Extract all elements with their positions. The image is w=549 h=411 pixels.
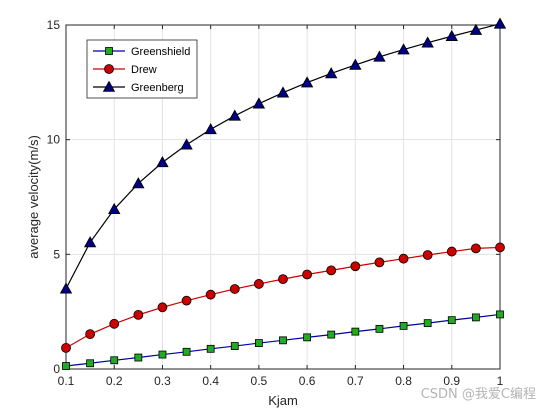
data-point-drew: [181, 295, 192, 306]
data-point-drew: [229, 284, 240, 294]
data-point-greenshield: [496, 310, 504, 319]
data-point-greenberg: [252, 97, 266, 109]
legend-item-drew: Drew: [93, 64, 157, 76]
data-point-drew: [302, 269, 313, 280]
data-point-greenberg: [156, 156, 169, 168]
data-point-greenshield: [399, 321, 408, 330]
data-point-greenshield: [423, 319, 432, 328]
x-axis-label: Kjam: [268, 393, 298, 408]
data-point-drew: [374, 257, 385, 268]
series: [59, 17, 507, 370]
y-tick-label: 0: [53, 362, 60, 376]
x-tick-label: 0.2: [106, 374, 123, 388]
data-point-greenberg: [83, 236, 97, 248]
data-point-drew: [253, 279, 264, 289]
y-axis-label: average velocity(m/s): [26, 135, 41, 259]
data-point-drew: [278, 274, 288, 285]
data-point-greenberg: [59, 282, 73, 294]
x-tick-label: 0.8: [395, 374, 412, 388]
data-point-greenberg: [373, 50, 386, 62]
data-point-greenberg: [445, 29, 458, 42]
data-point-greenshield: [279, 336, 287, 345]
data-point-greenberg: [132, 177, 145, 189]
series-greenshield: [62, 310, 504, 370]
data-point-drew: [205, 289, 216, 300]
data-point-greenshield: [254, 339, 263, 347]
legend-item-greenberg: Greenberg: [93, 80, 184, 94]
data-point-greenberg: [276, 86, 290, 98]
x-tick-label: 0.7: [347, 374, 364, 388]
data-point-greenshield: [230, 342, 239, 350]
y-tick-label: 5: [53, 247, 60, 261]
data-point-drew: [350, 261, 361, 272]
legend-label: Greenshield: [131, 46, 190, 58]
data-point-greenberg: [180, 138, 193, 150]
legend-marker: [105, 47, 113, 55]
series-drew: [61, 242, 505, 353]
data-point-greenshield: [206, 344, 215, 353]
data-point-greenshield: [351, 327, 360, 336]
data-point-greenberg: [300, 76, 314, 88]
data-point-greenshield: [447, 316, 456, 325]
x-tick-label: 0.5: [251, 374, 268, 388]
data-point-drew: [326, 265, 337, 276]
data-point-greenshield: [327, 330, 336, 339]
data-point-greenberg: [397, 43, 410, 55]
data-point-greenberg: [108, 202, 121, 214]
y-tick-label: 15: [47, 18, 61, 32]
data-point-greenshield: [62, 362, 70, 370]
data-point-drew: [446, 246, 457, 257]
data-point-drew: [109, 318, 120, 329]
data-point-greenberg: [349, 58, 362, 70]
data-point-drew: [157, 302, 168, 313]
legend: Greenshield Drew Greenberg: [86, 39, 198, 99]
data-point-drew: [470, 243, 481, 254]
data-point-drew: [398, 253, 409, 264]
data-point-greenberg: [325, 67, 338, 79]
x-tick-label: 0.9: [443, 374, 460, 388]
data-point-greenshield: [375, 324, 384, 333]
data-point-greenberg: [204, 123, 217, 135]
x-tick-label: 1: [497, 374, 504, 388]
data-point-drew: [61, 343, 71, 353]
x-tick-label: 0.3: [154, 374, 171, 388]
legend-marker: [104, 64, 114, 74]
y-tick-label: 10: [47, 133, 61, 147]
data-point-greenshield: [303, 333, 312, 342]
legend-item-greenshield: Greenshield: [93, 46, 190, 58]
data-point-greenshield: [182, 347, 191, 356]
data-point-greenshield: [134, 353, 143, 362]
legend-label: Drew: [131, 64, 157, 76]
data-point-greenberg: [421, 36, 434, 48]
x-tick-label: 0.6: [299, 374, 316, 388]
data-point-greenshield: [158, 350, 167, 359]
data-point-greenshield: [471, 313, 480, 322]
plot-frame: [65, 24, 501, 370]
data-point-drew: [495, 242, 505, 253]
data-point-greenberg: [493, 17, 507, 29]
legend-marker: [102, 80, 116, 92]
data-point-drew: [133, 309, 144, 320]
x-tick-label: 0.1: [58, 374, 75, 388]
watermark: CSDN @我爱C编程: [421, 387, 536, 402]
data-point-greenshield: [86, 359, 95, 368]
data-point-greenberg: [228, 109, 241, 121]
data-point-greenberg: [469, 23, 483, 35]
data-point-greenshield: [110, 356, 119, 365]
legend-label: Greenberg: [131, 82, 184, 94]
data-point-drew: [422, 250, 433, 260]
data-point-drew: [85, 329, 96, 340]
series-greenberg: [59, 17, 507, 294]
x-tick-label: 0.4: [202, 374, 219, 388]
